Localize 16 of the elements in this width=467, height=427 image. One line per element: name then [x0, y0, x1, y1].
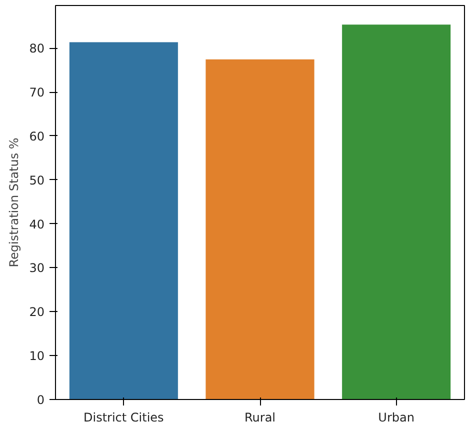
- bar: [68, 42, 178, 400]
- y-tick-label: 50: [29, 173, 45, 188]
- x-tick-label: Rural: [244, 410, 276, 424]
- x-tick-label: District Cities: [84, 410, 164, 424]
- bar: [205, 58, 315, 400]
- y-tick-label: 70: [29, 86, 45, 100]
- y-tick-label: 40: [29, 217, 45, 232]
- y-tick-label: 10: [29, 349, 45, 364]
- bar: [342, 24, 452, 400]
- x-tick-label: Urban: [378, 410, 414, 424]
- y-tick-label: 80: [29, 42, 45, 56]
- y-tick-label: 30: [29, 261, 45, 276]
- y-tick-label: 60: [29, 129, 45, 144]
- y-tick-label: 20: [29, 305, 45, 320]
- y-axis-title: Registration Status %: [7, 138, 22, 268]
- y-tick-label: 0: [36, 393, 45, 407]
